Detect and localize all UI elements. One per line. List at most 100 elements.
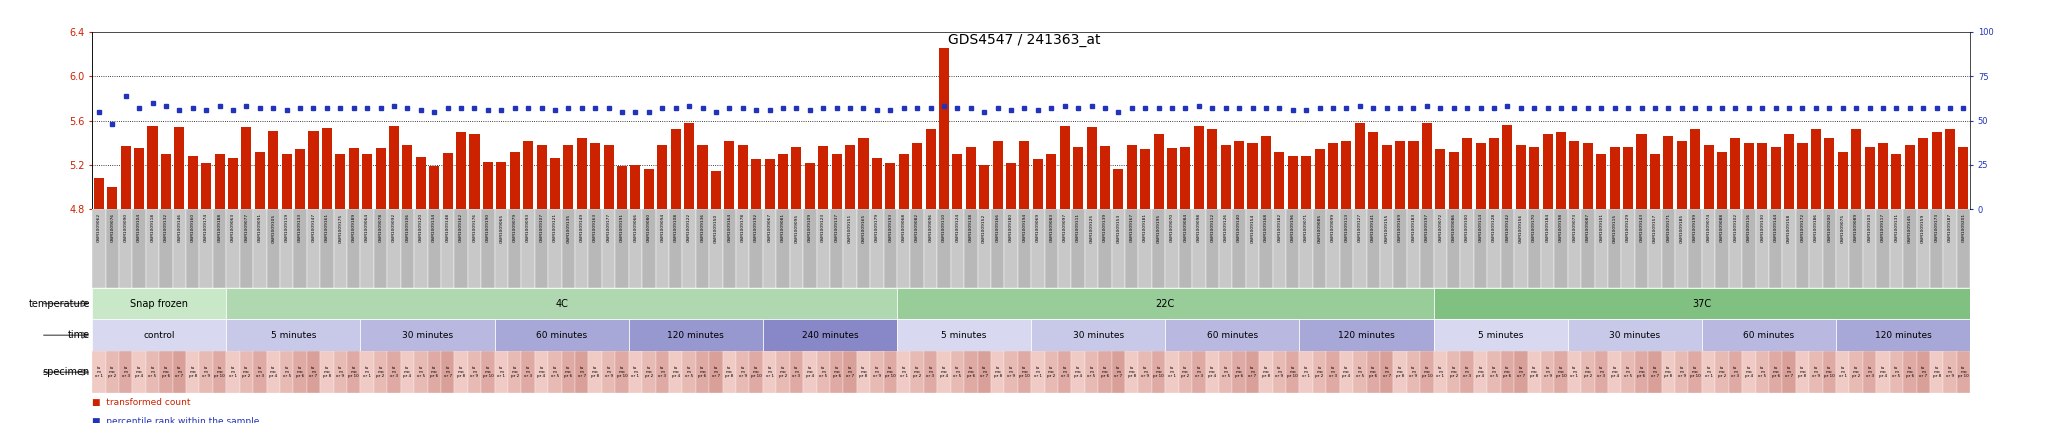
Bar	[430, 166, 438, 209]
Text: tu
m
or 1: tu m or 1	[1839, 366, 1847, 378]
Text: GSM1009114: GSM1009114	[1479, 213, 1483, 242]
Text: 30 minutes: 30 minutes	[1610, 331, 1661, 340]
Bar	[1272, 351, 1286, 393]
Text: GSM1009115: GSM1009115	[1612, 213, 1616, 242]
Bar	[1434, 288, 1970, 319]
Text: tu
mo
pr 4: tu mo pr 4	[1341, 366, 1350, 378]
Bar	[1622, 351, 1634, 393]
Text: tu
mo
pr 8: tu mo pr 8	[188, 366, 197, 378]
Bar	[375, 209, 387, 288]
Bar	[1825, 138, 1835, 209]
Bar	[737, 145, 748, 209]
Bar	[119, 209, 133, 288]
Bar	[1798, 143, 1808, 209]
Bar	[1030, 351, 1044, 393]
Bar	[1772, 147, 1780, 209]
Text: GSM1009149: GSM1009149	[580, 213, 584, 242]
Bar	[1274, 152, 1284, 209]
Text: tu
m
or 9: tu m or 9	[1946, 366, 1954, 378]
Bar	[387, 209, 401, 288]
Text: GSM1009123: GSM1009123	[821, 213, 825, 242]
Text: GSM1009081: GSM1009081	[780, 213, 784, 242]
Text: GSM1009192: GSM1009192	[754, 213, 758, 242]
Text: tu
m
or 1: tu m or 1	[362, 366, 371, 378]
Bar	[1501, 351, 1513, 393]
Text: GSM1009156: GSM1009156	[1520, 213, 1524, 242]
Bar	[172, 209, 186, 288]
Text: GSM1009093: GSM1009093	[526, 213, 530, 242]
Bar	[160, 209, 172, 288]
Text: tu
mo
pr 4: tu mo pr 4	[1745, 366, 1753, 378]
Bar	[1716, 152, 1726, 209]
Bar	[1634, 209, 1649, 288]
Text: GSM1009182: GSM1009182	[1278, 213, 1282, 242]
Text: GSM1009065: GSM1009065	[500, 213, 504, 242]
Bar	[1903, 209, 1917, 288]
Text: ■  percentile rank within the sample: ■ percentile rank within the sample	[92, 417, 260, 423]
Bar	[414, 209, 428, 288]
Text: tu
m
or 7: tu m or 7	[1651, 366, 1659, 378]
Text: tu
mo
pr 8: tu mo pr 8	[993, 366, 1001, 378]
Text: tu
mo
pr 4: tu mo pr 4	[1477, 366, 1485, 378]
Text: tu
m
or 3: tu m or 3	[1194, 366, 1202, 378]
Bar	[1946, 129, 1956, 209]
Bar	[1313, 351, 1327, 393]
Bar	[1554, 209, 1567, 288]
Bar	[977, 351, 991, 393]
Bar	[1567, 319, 1702, 351]
Bar	[106, 351, 119, 393]
Bar	[629, 351, 643, 393]
Bar	[1194, 126, 1204, 209]
Bar	[188, 156, 199, 209]
Text: tu
m
or 9: tu m or 9	[1276, 366, 1284, 378]
Text: 240 minutes: 240 minutes	[801, 331, 858, 340]
Text: tu
mo
pr 10: tu mo pr 10	[885, 366, 895, 378]
Text: tu
mo
pr 2: tu mo pr 2	[1047, 366, 1055, 378]
Text: GSM1009171: GSM1009171	[1667, 213, 1671, 242]
Text: GSM1009128: GSM1009128	[1491, 213, 1495, 242]
Bar	[549, 351, 561, 393]
Text: tu
m
or 7: tu m or 7	[444, 366, 453, 378]
Bar	[711, 170, 721, 209]
Bar	[1919, 138, 1929, 209]
Bar	[1139, 209, 1151, 288]
Bar	[1085, 209, 1098, 288]
Bar	[735, 209, 750, 288]
Text: tu
m
or 3: tu m or 3	[793, 366, 801, 378]
Bar	[508, 209, 522, 288]
Text: tu
mo
pr 2: tu mo pr 2	[1851, 366, 1860, 378]
Bar	[162, 154, 170, 209]
Text: GSM1009066: GSM1009066	[633, 213, 637, 242]
Text: GSM1009085: GSM1009085	[1317, 213, 1321, 242]
Bar	[629, 319, 762, 351]
Text: tu
m
or 9: tu m or 9	[1544, 366, 1552, 378]
Text: tu
m
or 5: tu m or 5	[1489, 366, 1497, 378]
Bar	[1047, 154, 1057, 209]
Bar	[1944, 209, 1956, 288]
Bar	[1139, 351, 1151, 393]
Bar	[588, 209, 602, 288]
Bar	[938, 351, 950, 393]
Text: 60 minutes: 60 minutes	[1206, 331, 1257, 340]
Bar	[389, 126, 399, 209]
Bar	[1126, 145, 1137, 209]
Bar	[762, 351, 776, 393]
Bar	[924, 209, 938, 288]
Bar	[401, 209, 414, 288]
Bar	[440, 351, 455, 393]
Bar	[791, 209, 803, 288]
Text: 5 minutes: 5 minutes	[942, 331, 987, 340]
Bar	[670, 351, 682, 393]
Text: GSM1009083: GSM1009083	[1049, 213, 1053, 242]
Text: 120 minutes: 120 minutes	[1874, 331, 1931, 340]
Bar	[1489, 138, 1499, 209]
Text: tu
m
or 9: tu m or 9	[1677, 366, 1686, 378]
Text: GSM1009144: GSM1009144	[1774, 213, 1778, 242]
Bar	[1835, 351, 1849, 393]
Bar	[281, 209, 293, 288]
Text: GSM1009189: GSM1009189	[352, 213, 356, 242]
Text: tu
m
or 7: tu m or 7	[846, 366, 854, 378]
Bar	[1030, 319, 1165, 351]
Bar	[467, 351, 481, 393]
Text: GSM1009193: GSM1009193	[889, 213, 893, 242]
